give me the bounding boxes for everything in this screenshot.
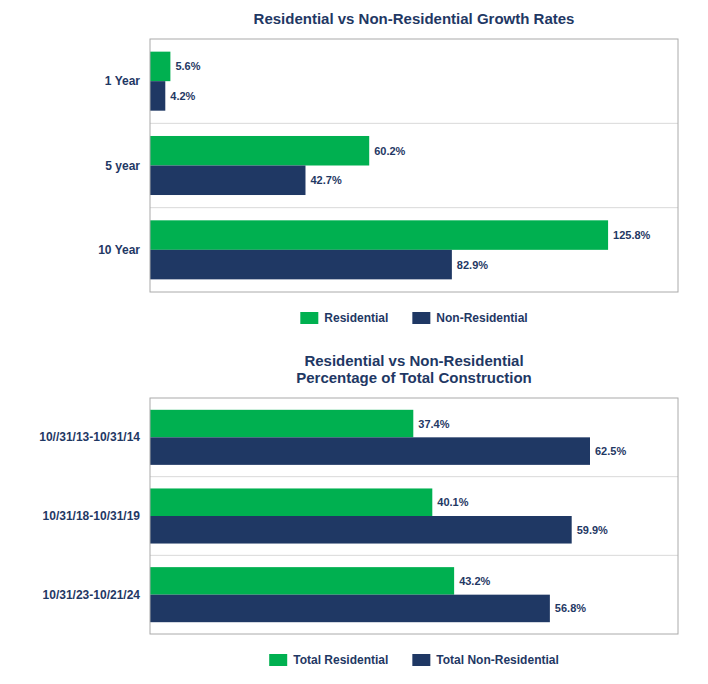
- bar: [150, 410, 413, 438]
- data-label: 37.4%: [418, 418, 449, 430]
- plot-frame: [150, 39, 678, 292]
- group-divider: [150, 555, 678, 556]
- bar: [150, 516, 572, 544]
- data-label: 60.2%: [374, 145, 405, 157]
- category-label: 5 year: [105, 159, 140, 173]
- bar: [150, 437, 590, 465]
- bars: [150, 410, 590, 622]
- group-divider: [150, 123, 678, 124]
- legend-swatch: [269, 654, 287, 666]
- category-label: 1 Year: [105, 74, 140, 88]
- data-label: 62.5%: [595, 445, 626, 457]
- chart-title: Residential vs Non-ResidentialPercentage…: [296, 352, 532, 386]
- bar: [150, 488, 432, 516]
- bar: [150, 52, 170, 82]
- category-label: 10/31/23-10/21/24: [43, 588, 141, 602]
- labels: 125.8% 60.2% 5.6% 82.9% 42.7% 4.2%: [170, 60, 650, 270]
- legend-item: Total Non-Residential: [412, 653, 558, 667]
- chart-panel: Residential vs Non-ResidentialPercentage…: [39, 352, 678, 667]
- bars: [150, 52, 608, 280]
- data-label: 42.7%: [310, 174, 341, 186]
- legend-swatch: [300, 312, 318, 324]
- title-line: Residential vs Non-Residential: [304, 352, 523, 369]
- data-label: 59.9%: [577, 524, 608, 536]
- bar: [150, 166, 305, 196]
- chart-title: Residential vs Non-Residential Growth Ra…: [254, 10, 575, 27]
- bar: [150, 81, 165, 111]
- legend-label: Residential: [324, 311, 388, 325]
- data-label: 125.8%: [613, 229, 651, 241]
- bar: [150, 136, 369, 166]
- legend-label: Total Non-Residential: [436, 653, 558, 667]
- bar: [150, 250, 452, 280]
- category-label: 10 Year: [98, 243, 140, 257]
- data-label: 4.2%: [170, 90, 195, 102]
- legend: Total Residential Total Non-Residential: [269, 653, 559, 667]
- legend-label: Total Residential: [293, 653, 388, 667]
- legend: Residential Non-Residential: [300, 311, 527, 325]
- data-label: 43.2%: [459, 575, 490, 587]
- legend-label: Non-Residential: [436, 311, 527, 325]
- bar: [150, 567, 454, 595]
- data-label: 40.1%: [437, 496, 468, 508]
- data-label: 82.9%: [457, 259, 488, 271]
- legend-item: Residential: [300, 311, 388, 325]
- bar: [150, 595, 550, 623]
- data-label: 5.6%: [175, 60, 200, 72]
- legend-item: Non-Residential: [412, 311, 527, 325]
- group-divider: [150, 207, 678, 208]
- chart-panel: Residential vs Non-Residential Growth Ra…: [98, 10, 678, 325]
- legend-swatch: [412, 654, 430, 666]
- legend-item: Total Residential: [269, 653, 388, 667]
- group-divider: [150, 476, 678, 477]
- figure: Residential vs Non-Residential Growth Ra…: [0, 0, 708, 684]
- plot-frame: [150, 398, 678, 634]
- title-line: Residential vs Non-Residential Growth Ra…: [254, 10, 575, 27]
- category-label: 10//31/13-10/31/14: [39, 430, 140, 444]
- legend-swatch: [412, 312, 430, 324]
- labels: 43.2% 40.1% 37.4% 56.8% 59.9% 62.5%: [418, 418, 626, 615]
- data-label: 56.8%: [555, 602, 586, 614]
- title-line: Percentage of Total Construction: [296, 369, 532, 386]
- bar: [150, 220, 608, 250]
- category-label: 10/31/18-10/31/19: [43, 509, 141, 523]
